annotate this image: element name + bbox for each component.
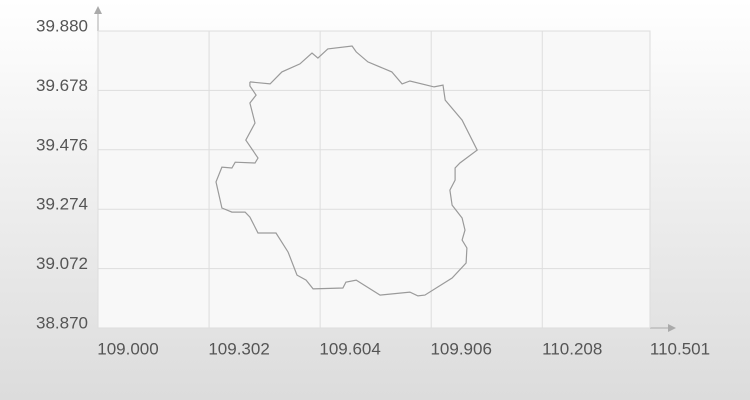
- y-tick-label: 39.072: [36, 254, 88, 273]
- x-tick-label: 110.501: [650, 339, 710, 358]
- y-tick-label: 38.870: [36, 313, 88, 332]
- outline: [215, 45, 478, 297]
- plot-area: [97, 30, 651, 329]
- x-tick-label: 109.000: [97, 339, 158, 358]
- y-axis-arrow: [94, 6, 102, 14]
- x-tick-label: 109.302: [208, 339, 269, 358]
- y-tick-label: 39.476: [36, 135, 88, 154]
- y-tick-label: 39.678: [36, 76, 88, 95]
- y-tick-label: 39.274: [36, 195, 88, 214]
- y-tick-label: 39.880: [36, 16, 88, 35]
- x-tick-label: 109.906: [430, 339, 491, 358]
- x-axis-arrow: [668, 324, 676, 332]
- x-tick-label: 109.604: [319, 339, 380, 358]
- x-tick-label: 110.208: [542, 339, 602, 358]
